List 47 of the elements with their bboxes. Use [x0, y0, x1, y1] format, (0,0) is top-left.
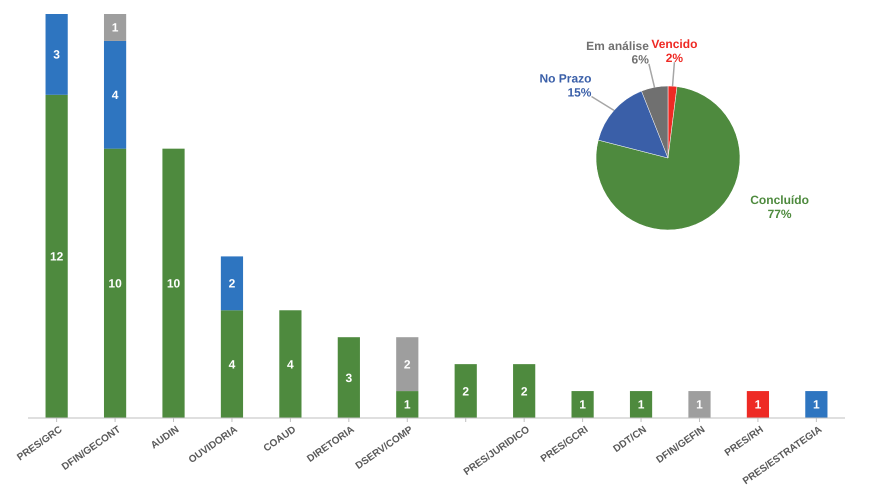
data-label: 1: [404, 398, 411, 412]
data-label: 1: [696, 398, 704, 412]
bar: [46, 14, 68, 95]
data-label: 1: [638, 398, 645, 412]
slice-label: Concluído: [750, 193, 809, 207]
data-label: 15%: [567, 85, 592, 100]
data-label: 6%: [632, 52, 650, 67]
bar: [688, 391, 711, 418]
bar: [220, 256, 244, 310]
data-label: 3: [345, 370, 352, 385]
bar: [396, 391, 418, 418]
data-label: 3: [53, 48, 60, 62]
data-label: 77%: [768, 206, 792, 221]
bar: [805, 391, 828, 418]
bar: [338, 337, 360, 418]
bar: [746, 391, 770, 418]
bar: [162, 148, 185, 418]
data-label: 4: [228, 357, 236, 372]
data-label: 2: [228, 276, 236, 291]
data-label: 12: [50, 250, 64, 264]
pie-slice: [596, 86, 740, 230]
bar: [46, 94, 68, 418]
bar: [279, 310, 302, 418]
data-label: 4: [112, 88, 119, 102]
data-label: 1: [112, 20, 119, 35]
data-label: 4: [287, 357, 294, 372]
bar: [220, 310, 244, 418]
data-label: 2: [520, 384, 528, 398]
bar: [454, 364, 477, 418]
data-label: 1: [579, 398, 586, 412]
bar: [104, 14, 126, 41]
data-label: 10: [166, 276, 181, 291]
bar: [104, 40, 126, 149]
data-label: 2: [404, 357, 411, 372]
bar: [396, 337, 418, 392]
data-label: 10: [108, 276, 122, 291]
data-label: 2: [462, 384, 470, 398]
data-label: 1: [813, 398, 820, 412]
data-label: 2%: [666, 51, 684, 65]
bar: [104, 148, 126, 418]
bar: [513, 364, 536, 418]
slice-label: Vencido: [651, 37, 698, 52]
slice-label: Em análise: [586, 38, 650, 53]
bar: [630, 391, 652, 418]
data-label: 1: [754, 398, 762, 412]
bar: [572, 391, 594, 418]
slice-label: No Prazo: [539, 72, 592, 86]
